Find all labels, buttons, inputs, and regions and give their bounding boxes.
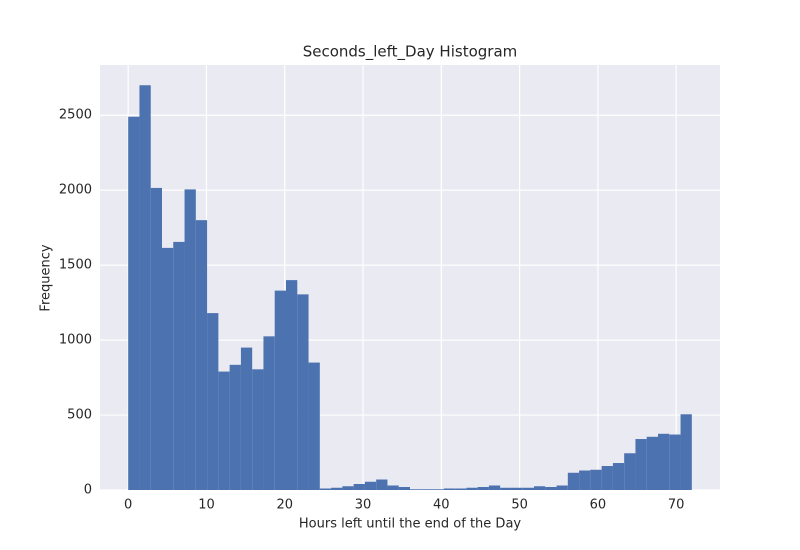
bar [534,486,546,490]
bar [274,290,286,490]
bar [680,414,692,490]
bar [601,466,613,490]
y-tick-label: 1000 [59,333,92,348]
bar [590,469,602,490]
bar [477,487,489,490]
x-axis-label: Hours left until the end of the Day [299,517,522,532]
bar [500,487,512,490]
bar [421,489,433,490]
x-tick-label: 70 [668,498,685,513]
bar [342,486,354,490]
bar [364,481,377,490]
bar [455,488,467,490]
bar [218,371,230,490]
bar [556,485,568,490]
bar [319,488,332,490]
bar [229,364,241,490]
bar [545,487,557,490]
bar [624,453,636,490]
bar [207,313,219,490]
bar [511,487,523,490]
y-tick-label: 500 [67,408,92,423]
x-tick-label: 0 [124,498,132,513]
bar [173,241,185,490]
bar [128,116,140,490]
bar [466,487,478,490]
bar [286,280,298,490]
bar [240,347,253,490]
bar [488,485,501,490]
bar [162,247,174,490]
bar [150,187,162,491]
bar [195,220,208,490]
chart-title: Seconds_left_Day Histogram [303,43,518,62]
bar [297,294,309,490]
y-tick-label: 0 [84,483,92,498]
bar [410,489,422,490]
bar [398,487,410,490]
bar [252,369,264,490]
bar [579,470,591,490]
bar [522,487,534,490]
y-tick-label: 2500 [59,108,92,123]
bar [443,488,456,490]
bar [376,479,388,490]
bar [139,85,151,490]
bar [612,463,625,490]
x-tick-label: 60 [590,498,607,513]
x-tick-label: 30 [355,498,372,513]
bar [646,436,658,490]
bar [184,189,196,490]
x-tick-label: 20 [276,498,293,513]
bar [331,487,343,490]
y-tick-label: 2000 [59,183,92,198]
bar [658,433,670,490]
bar [353,484,365,490]
bar [432,489,444,490]
y-tick-label: 1500 [59,258,92,273]
bar [567,472,580,490]
x-tick-label: 50 [511,498,528,513]
x-tick-label: 10 [198,498,215,513]
bar [387,485,399,490]
bar [263,336,275,490]
x-tick-label: 40 [433,498,450,513]
bar [669,434,681,490]
bar [635,439,647,490]
bar [308,362,320,490]
y-axis-label: Frequency [39,244,54,311]
